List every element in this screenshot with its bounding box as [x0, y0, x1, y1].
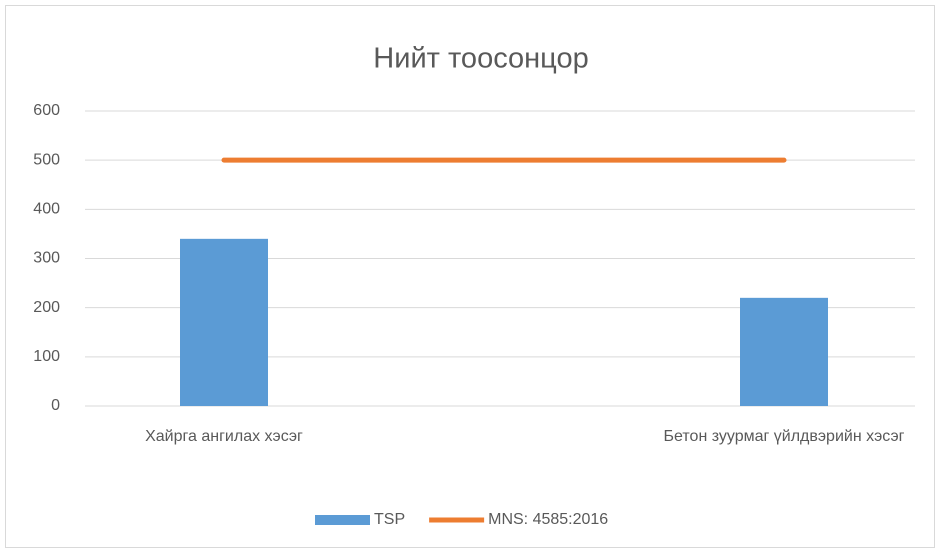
y-tick-label: 600 [33, 102, 60, 119]
legend-label: TSP [374, 511, 405, 528]
legend-swatch [315, 515, 370, 525]
chart-border [5, 5, 935, 548]
chart-title: Нийт тоосонцор [373, 43, 588, 75]
y-tick-label: 100 [33, 348, 60, 365]
x-tick-label: Хайрга ангилах хэсэг [145, 428, 303, 445]
bar [180, 238, 268, 406]
legend-label: MNS: 4585:2016 [488, 511, 608, 528]
y-tick-label: 200 [33, 299, 60, 316]
y-tick-label: 300 [33, 250, 60, 267]
y-tick-label: 400 [33, 201, 60, 218]
bar [740, 297, 828, 406]
x-tick-label: Бетон зуурмаг үйлдвэрийн хэсэг [663, 428, 905, 445]
y-tick-label: 0 [51, 397, 60, 414]
y-tick-label: 500 [33, 151, 60, 168]
